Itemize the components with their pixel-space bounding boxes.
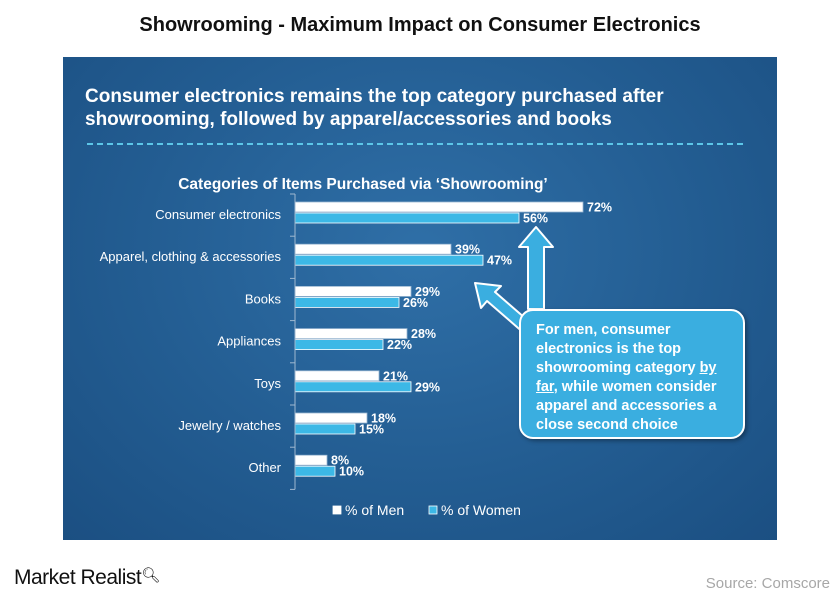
data-label: 29% [415,380,440,394]
data-label: 26% [403,296,428,310]
data-label: 22% [387,338,412,352]
category-label: Apparel, clothing & accessories [100,249,282,264]
bar-men [294,454,328,466]
page-title: Showrooming - Maximum Impact on Consumer… [139,14,701,36]
category-label: Books [245,291,282,306]
bar-men [294,370,380,382]
bar-women [294,296,400,308]
magnifier-icon: 🔍︎ [141,567,160,584]
dashed-divider [87,143,743,145]
chart-layer: Categories of Items Purchased via ‘Showr… [100,176,612,518]
data-label: 47% [487,254,512,268]
bar-women [294,381,412,393]
brand-name: Market Realist [14,566,142,589]
bar-women [294,423,356,435]
bar-men [294,201,584,213]
bar-women [294,465,336,477]
callout-text-end: , while women consider apparel and acces… [536,379,717,433]
data-label: 15% [359,423,384,437]
callout-box: For men, consumer electronics is the top… [519,309,745,439]
bar-women [294,254,484,266]
legend-label-women: % of Women [441,502,521,518]
data-label: 21% [383,369,408,383]
callout-emphasis: by far [536,360,717,395]
chart-panel: Consumer electronics remains the top cat… [63,57,777,540]
arrow-up-icon [518,226,554,310]
callout-text: For men, consumer electronics is the top… [536,322,700,376]
bar-women [294,339,384,351]
category-label: Toys [254,376,281,391]
category-label: Other [248,460,281,475]
brand-logo: Market Realist🔍︎ [14,566,160,590]
data-label: 29% [415,285,440,299]
data-label: 8% [331,454,349,468]
data-label: 56% [523,212,548,226]
category-label: Appliances [217,334,281,349]
bar-men [294,412,368,424]
data-label: 72% [587,201,612,215]
chart-title: Categories of Items Purchased via ‘Showr… [178,176,548,193]
headline: Consumer electronics remains the top cat… [85,86,664,130]
category-label: Consumer electronics [155,207,281,222]
category-label: Jewelry / watches [178,418,281,433]
data-label: 10% [339,465,364,479]
data-label: 28% [411,327,436,341]
legend-swatch-women [428,505,438,515]
legend-label-men: % of Men [345,502,404,518]
source-note: Source: Comscore [705,575,830,592]
bar-men [294,285,412,297]
bar-men [294,328,408,340]
data-label: 18% [371,412,396,426]
bar-women [294,212,520,224]
bar-men [294,243,452,255]
bar-chart: Categories of Items Purchased via ‘Showr… [100,176,612,518]
legend-swatch-men [332,505,342,515]
data-label: 39% [455,243,480,257]
